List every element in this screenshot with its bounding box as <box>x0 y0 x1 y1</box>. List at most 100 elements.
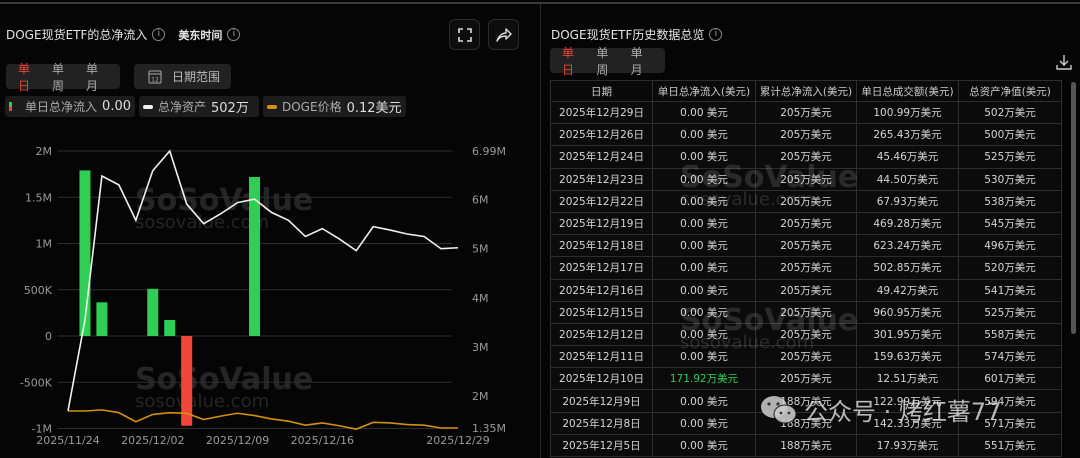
period-month[interactable]: 单月 <box>630 45 643 77</box>
table-cell: 571万美元 <box>958 411 1062 435</box>
left-axis-tick: 1.5M <box>25 191 52 204</box>
share-icon <box>495 27 512 42</box>
table-cell: 205万美元 <box>755 300 857 324</box>
table-cell: 2025年12月17日 <box>550 256 653 280</box>
table-cell: 0.00 美元 <box>652 278 756 302</box>
column-header: 单日总成交额(美元) <box>856 80 959 102</box>
table-row[interactable]: 2025年12月29日 0.00 美元 205万美元 100.99万美元 502万美元 <box>550 100 1062 125</box>
table-cell: 188万美元 <box>755 411 857 435</box>
table-row[interactable]: 2025年12月17日 0.00 美元 205万美元 502.85万美元 520万美元 <box>550 256 1062 280</box>
table-row[interactable]: 2025年12月8日 0.00 美元 188万美元 142.33万美元 571万美元 <box>550 411 1062 435</box>
table-cell: 49.42万美元 <box>856 278 959 302</box>
table-cell: 171.92万美元 <box>652 367 756 391</box>
table-scrollbar[interactable] <box>1071 82 1076 334</box>
info-icon[interactable]: i <box>709 28 723 41</box>
table-cell: 558万美元 <box>958 322 1062 347</box>
table-cell: 2025年12月9日 <box>550 389 653 413</box>
legend-value: 0.12美元 <box>346 101 402 116</box>
column-header: 累计总净流入(美元) <box>755 80 857 102</box>
table-cell: 594万美元 <box>958 389 1062 413</box>
table-row[interactable]: 2025年12月15日 0.00 美元 205万美元 960.95万美元 525万美元 <box>550 300 1062 324</box>
table-row[interactable]: 2025年12月26日 0.00 美元 205万美元 265.43万美元 500万美元 <box>550 123 1062 147</box>
table-cell: 623.24万美元 <box>856 234 959 258</box>
table-cell: 574万美元 <box>958 345 1062 369</box>
table-row[interactable]: 2025年12月23日 0.00 美元 205万美元 44.50万美元 530万美元 <box>550 167 1062 191</box>
x-axis-tick: 2025/12/02 <box>121 434 184 447</box>
table-cell: 601万美元 <box>958 367 1062 391</box>
table-row[interactable]: 2025年12月11日 0.00 美元 205万美元 159.63万美元 574万美元 <box>550 345 1062 369</box>
inflow-chart: 2M 1.5M 1M 500K 0 -500K -1M 6.99M 6M 5M 4M 3M 2M 1.35… <box>20 145 506 447</box>
period-month[interactable]: 单月 <box>86 61 99 93</box>
net-assets-line[interactable] <box>67 149 459 411</box>
period-day[interactable]: 单日 <box>562 45 575 77</box>
fullscreen-button[interactable] <box>449 19 480 50</box>
table-cell: 541万美元 <box>958 278 1062 302</box>
net-inflow-panel: DOGE现货ETF的总净流入 i 美东时间 i 单日 单周 单月 12 日期范围… <box>0 4 538 458</box>
table-row[interactable]: 2025年12月24日 0.00 美元 205万美元 45.46万美元 525万美元 <box>550 145 1062 169</box>
table-cell: 525万美元 <box>958 300 1062 324</box>
table-cell: 205万美元 <box>755 278 857 302</box>
table-row[interactable]: 2025年12月10日 171.92万美元 205万美元 12.51万美元 601万美元 <box>550 367 1062 391</box>
table-cell: 142.33万美元 <box>856 411 959 435</box>
table-cell: 0.00 美元 <box>652 322 756 347</box>
table-cell: 0.00 美元 <box>652 345 756 369</box>
table-cell: 2025年12月26日 <box>550 123 653 147</box>
table-cell: 12.51万美元 <box>856 367 959 391</box>
legend-doge-price[interactable]: DOGE价格 0.12美元 <box>263 96 406 117</box>
inflow-bar[interactable] <box>96 302 108 336</box>
fullscreen-icon <box>457 27 472 42</box>
left-axis-tick: 500K <box>24 284 53 297</box>
period-week[interactable]: 单周 <box>596 45 609 77</box>
table-cell: 0.00 美元 <box>652 433 756 458</box>
inflow-bar[interactable] <box>249 176 261 336</box>
table-cell: 205万美元 <box>755 167 857 191</box>
table-cell: 525万美元 <box>958 145 1062 169</box>
table-cell: 205万美元 <box>755 256 857 280</box>
legend-net-assets[interactable]: 总净资产 502万 <box>139 96 259 117</box>
table-row[interactable]: 2025年12月12日 0.00 美元 205万美元 301.95万美元 558万美元 <box>550 322 1062 347</box>
inflow-bar[interactable] <box>181 336 193 426</box>
table-cell: 205万美元 <box>755 367 857 391</box>
table-cell: 205万美元 <box>755 123 857 147</box>
table-cell: 2025年12月5日 <box>550 433 653 458</box>
inflow-bar[interactable] <box>79 170 91 336</box>
left-axis-tick: -500K <box>20 376 53 389</box>
period-week[interactable]: 单周 <box>52 61 65 93</box>
table-cell: 2025年12月18日 <box>550 234 653 258</box>
table-cell: 67.93万美元 <box>856 189 959 213</box>
date-range-button[interactable]: 12 日期范围 <box>134 64 231 89</box>
table-cell: 0.00 美元 <box>652 300 756 324</box>
table-row[interactable]: 2025年12月18日 0.00 美元 205万美元 623.24万美元 496万美元 <box>550 234 1062 258</box>
table-row[interactable]: 2025年12月9日 0.00 美元 188万美元 122.99万美元 594万美元 <box>550 389 1062 413</box>
table-cell: 2025年12月15日 <box>550 300 653 324</box>
table-row[interactable]: 2025年12月16日 0.00 美元 205万美元 49.42万美元 541万美元 <box>550 278 1062 302</box>
table-cell: 205万美元 <box>755 211 857 236</box>
info-icon[interactable]: i <box>152 28 166 41</box>
period-selector: 单日 单周 单月 <box>6 62 120 93</box>
table-period-selector: 单日 单周 单月 <box>550 46 665 77</box>
doge-price-line[interactable] <box>68 409 458 430</box>
legend-label: 总净资产 <box>158 100 207 114</box>
info-icon[interactable]: i <box>227 28 241 41</box>
table-cell: 0.00 美元 <box>652 145 756 169</box>
date-range-label: 日期范围 <box>172 70 221 84</box>
legend-net-inflow[interactable]: 单日总净流入 0.00 <box>5 96 135 117</box>
table-row[interactable]: 2025年12月5日 0.00 美元 188万美元 17.93万美元 551万美元 <box>550 433 1062 458</box>
share-button[interactable] <box>488 19 519 50</box>
download-icon[interactable] <box>1056 54 1072 70</box>
inflow-bar[interactable] <box>147 288 159 336</box>
left-axis-tick: 0 <box>45 330 52 343</box>
table-cell: 538万美元 <box>958 189 1062 213</box>
x-axis-tick: 2025/11/24 <box>36 434 99 447</box>
table-cell: 551万美元 <box>958 433 1062 458</box>
table-cell: 2025年12月10日 <box>550 367 653 391</box>
line-swatch-icon <box>143 104 153 109</box>
table-cell: 469.28万美元 <box>856 211 959 236</box>
table-row[interactable]: 2025年12月22日 0.00 美元 205万美元 67.93万美元 538万美元 <box>550 189 1062 213</box>
table-cell: 2025年12月29日 <box>550 100 653 125</box>
table-cell: 496万美元 <box>958 234 1062 258</box>
table-row[interactable]: 2025年12月19日 0.00 美元 205万美元 469.28万美元 545万美元 <box>550 211 1062 236</box>
inflow-bar[interactable] <box>164 319 176 336</box>
legend-value: 502万 <box>211 101 249 116</box>
period-day[interactable]: 单日 <box>18 61 31 93</box>
